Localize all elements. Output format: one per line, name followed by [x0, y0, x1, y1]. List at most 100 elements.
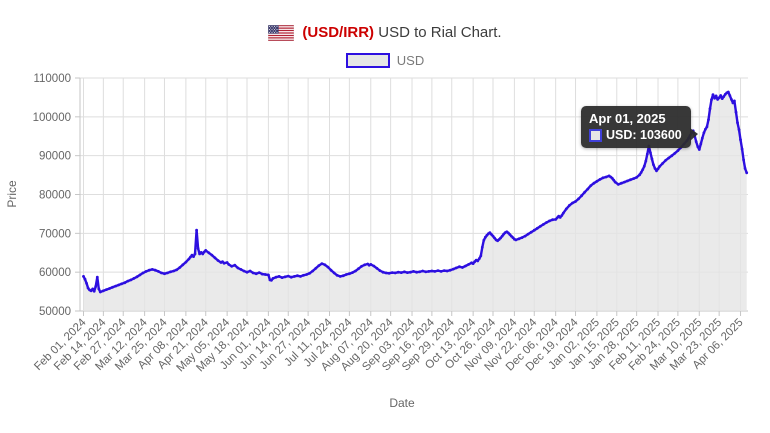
- data-point: [740, 147, 744, 151]
- data-point: [372, 264, 376, 268]
- chart-title-rest: USD to Rial Chart.: [374, 24, 502, 41]
- data-point: [717, 96, 721, 100]
- data-point: [302, 273, 305, 277]
- data-point: [178, 266, 182, 269]
- data-point: [523, 234, 527, 238]
- data-point: [317, 264, 321, 267]
- data-point: [708, 107, 712, 111]
- data-point: [517, 237, 521, 241]
- data-point: [445, 269, 449, 273]
- data-point: [700, 136, 704, 140]
- data-point: [222, 261, 226, 265]
- data-point: [707, 118, 710, 121]
- data-point: [270, 278, 273, 282]
- data-point: [381, 270, 385, 274]
- data-point: [384, 271, 388, 275]
- data-point: [314, 266, 318, 270]
- data-point: [239, 268, 243, 271]
- data-point: [542, 223, 545, 226]
- data-point: [378, 269, 382, 272]
- data-point: [482, 238, 486, 242]
- data-point: [545, 221, 548, 224]
- data-point: [308, 271, 311, 275]
- data-point: [711, 93, 715, 97]
- data-point: [248, 269, 252, 273]
- data-point: [92, 289, 96, 293]
- data-point: [722, 95, 726, 98]
- y-axis-title: Price: [5, 180, 19, 208]
- data-point: [132, 277, 136, 280]
- data-point: [415, 270, 418, 274]
- data-point: [650, 157, 654, 161]
- chart-header: (USD/IRR) USD to Rial Chart.: [0, 24, 770, 41]
- data-point: [360, 264, 363, 268]
- data-point: [271, 277, 275, 280]
- legend-swatch-usd[interactable]: [345, 53, 390, 68]
- data-point: [181, 263, 185, 267]
- data-point: [257, 271, 261, 274]
- data-point: [705, 125, 709, 129]
- data-point: [477, 257, 481, 260]
- data-point: [714, 94, 718, 98]
- data-point: [464, 264, 467, 268]
- data-point: [150, 268, 154, 271]
- data-point: [403, 270, 406, 274]
- data-point: [670, 154, 674, 158]
- data-point: [409, 270, 412, 274]
- y-tick-label: 50000: [39, 306, 71, 318]
- data-point: [589, 184, 593, 188]
- data-point: [604, 175, 608, 179]
- data-point: [626, 179, 629, 183]
- data-point: [710, 98, 713, 102]
- tooltip: Apr 01, 2025 USD: 103600: [581, 106, 698, 148]
- legend-label-usd[interactable]: USD: [396, 53, 425, 68]
- data-point: [737, 128, 741, 132]
- data-point: [742, 158, 745, 162]
- data-point: [488, 231, 492, 235]
- data-point: [83, 277, 87, 281]
- data-point: [129, 278, 133, 282]
- data-point: [213, 256, 217, 260]
- data-point: [454, 266, 458, 270]
- data-point: [144, 270, 148, 273]
- data-point: [225, 261, 229, 264]
- data-point: [610, 176, 614, 180]
- data-point: [102, 289, 105, 293]
- data-point: [354, 269, 357, 273]
- data-point: [204, 249, 208, 252]
- data-point: [293, 275, 296, 278]
- data-point: [499, 236, 502, 240]
- y-tick-label: 70000: [39, 228, 71, 240]
- us-flag-icon: [268, 24, 295, 41]
- data-point: [406, 271, 409, 274]
- tooltip-series-swatch: [589, 129, 602, 142]
- tooltip-value: USD: 103600: [606, 128, 682, 142]
- data-point: [471, 262, 475, 265]
- data-point: [296, 274, 299, 278]
- data-point: [399, 271, 403, 274]
- data-point: [526, 232, 530, 236]
- data-point: [254, 272, 258, 276]
- legend[interactable]: USD: [0, 53, 770, 68]
- data-point: [656, 167, 660, 171]
- data-point: [514, 238, 518, 242]
- data-point: [561, 211, 565, 215]
- data-point: [731, 101, 735, 105]
- data-point: [629, 178, 632, 182]
- data-point: [734, 110, 738, 114]
- data-point: [160, 271, 163, 275]
- data-point: [187, 257, 191, 261]
- data-point: [163, 272, 166, 276]
- data-point: [85, 282, 88, 285]
- data-point: [329, 268, 333, 272]
- data-point: [730, 98, 733, 101]
- data-point: [539, 224, 542, 228]
- data-point: [702, 131, 706, 135]
- data-point: [369, 263, 373, 266]
- data-point: [351, 271, 354, 274]
- data-point: [114, 284, 117, 288]
- data-point: [98, 290, 102, 294]
- data-point: [120, 282, 124, 286]
- data-point: [613, 180, 617, 184]
